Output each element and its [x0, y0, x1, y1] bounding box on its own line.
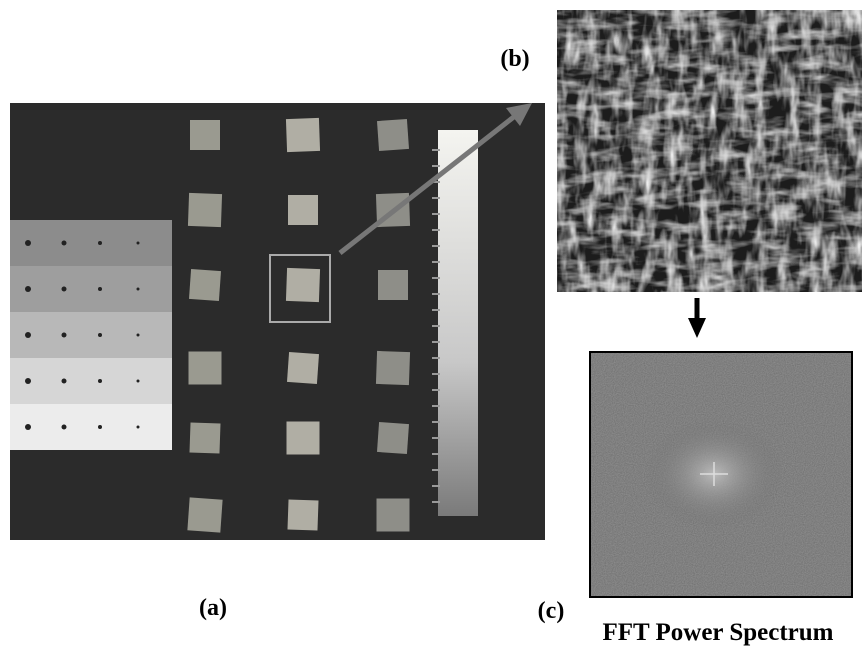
dot: [62, 333, 67, 338]
arrow-head: [688, 318, 706, 338]
sample: [376, 351, 410, 385]
dot: [137, 288, 140, 291]
step: [10, 404, 172, 450]
sample: [288, 195, 318, 225]
dot: [98, 287, 102, 291]
dot: [62, 425, 67, 430]
dot: [25, 332, 31, 338]
dot: [137, 242, 140, 245]
label-b: (b): [500, 46, 529, 72]
sample: [188, 193, 222, 227]
figure: (a) (b) (c) FFT Power Spectrum: [0, 0, 863, 646]
dot: [137, 334, 140, 337]
label-a: (a): [199, 595, 227, 621]
label-c: (c): [538, 598, 565, 624]
sample: [286, 118, 320, 152]
step-wedge: [10, 220, 172, 450]
dot: [25, 424, 31, 430]
page: (a) (b) (c) FFT Power Spectrum (() => { …: [0, 0, 863, 646]
step: [10, 266, 172, 312]
dot: [137, 426, 140, 429]
dot: [137, 380, 140, 383]
caption: FFT Power Spectrum: [603, 619, 834, 646]
sample: [187, 497, 222, 532]
sample: [189, 422, 220, 453]
dot: [25, 286, 31, 292]
dot: [25, 378, 31, 384]
dot: [62, 379, 67, 384]
dot: [25, 240, 31, 246]
dot: [98, 379, 102, 383]
sample: [189, 269, 221, 301]
step: [10, 312, 172, 358]
panel-a: [10, 103, 545, 540]
sample: [286, 268, 320, 302]
dot: [62, 287, 67, 292]
dot: [98, 241, 102, 245]
sample: [377, 422, 409, 454]
sample: [287, 352, 319, 384]
panel-c: [590, 352, 852, 597]
sample: [190, 120, 220, 150]
step: [10, 220, 172, 266]
zoom-texture: [557, 10, 862, 292]
dot: [98, 333, 102, 337]
panel-b: [557, 10, 862, 292]
sample: [287, 422, 320, 455]
dot: [62, 241, 67, 246]
sample: [377, 119, 409, 151]
dot: [98, 425, 102, 429]
sample: [377, 499, 410, 532]
step: [10, 358, 172, 404]
sample: [189, 352, 222, 385]
sample: [287, 499, 318, 530]
sample: [378, 270, 408, 300]
gray-scale-bar: [438, 130, 478, 516]
